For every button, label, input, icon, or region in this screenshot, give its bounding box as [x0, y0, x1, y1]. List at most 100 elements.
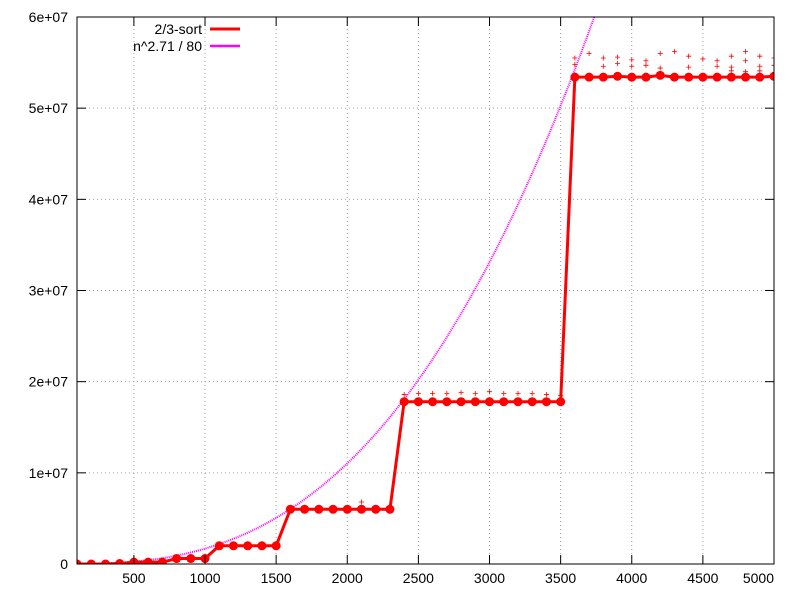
series-fit-curve-layer	[77, 17, 596, 564]
sort-data-point	[527, 397, 537, 407]
sort-data-point	[584, 72, 594, 82]
scatter-point	[728, 68, 734, 74]
x-tick-label: 500	[122, 570, 146, 586]
scatter-point	[543, 391, 549, 397]
y-tick-label: 6e+07	[29, 9, 69, 25]
sort-data-point	[214, 541, 224, 551]
sort-data-point	[157, 557, 167, 564]
scatter-points-layer	[358, 49, 774, 505]
legend: 2/3-sort n^2.71 / 80	[133, 21, 240, 54]
scatter-point	[415, 391, 421, 397]
sort-data-point	[556, 397, 566, 407]
sort-data-point	[442, 397, 452, 407]
scatter-point	[643, 58, 649, 64]
scatter-point	[401, 391, 407, 397]
sort-data-point	[413, 397, 423, 407]
sort-data-point	[385, 504, 395, 514]
sort-data-point	[485, 397, 495, 407]
scatter-point	[358, 499, 364, 505]
sort-data-point	[228, 541, 238, 551]
x-tick-label: 5000	[743, 570, 774, 586]
scatter-point	[700, 56, 706, 62]
sort-data-point	[257, 541, 267, 551]
sort-data-point	[115, 559, 125, 564]
sort-data-point	[541, 397, 551, 407]
sort-data-point	[712, 72, 722, 82]
sort-data-point	[300, 504, 310, 514]
x-tick-label: 3000	[474, 570, 505, 586]
y-tick-label: 0	[60, 556, 68, 572]
sort-data-point	[641, 72, 651, 82]
sort-data-point	[698, 72, 708, 82]
scatter-point	[757, 53, 763, 59]
scatter-point	[444, 391, 450, 397]
x-tick-label: 1500	[261, 570, 292, 586]
scatter-point	[572, 61, 578, 67]
sort-data-point	[499, 397, 509, 407]
y-tick-label: 1e+07	[29, 465, 69, 481]
sort-data-point	[356, 504, 366, 514]
sort-data-point	[399, 397, 409, 407]
sort-data-point	[755, 72, 765, 82]
scatter-point	[728, 53, 734, 59]
sort-data-point	[456, 397, 466, 407]
scatter-point	[472, 391, 478, 397]
sort-data-point	[172, 554, 182, 564]
x-tick-label: 1000	[189, 570, 220, 586]
sort-data-point	[470, 397, 480, 407]
x-tick-label: 4000	[616, 570, 647, 586]
series-sort-layer	[77, 70, 774, 564]
scatter-point	[572, 55, 578, 61]
scatter-point	[671, 49, 677, 55]
fit-curve-line	[77, 17, 596, 564]
scatter-point	[657, 65, 663, 71]
y-tick-label: 5e+07	[29, 100, 69, 116]
scatter-point	[714, 63, 720, 69]
y-tick-label: 4e+07	[29, 191, 69, 207]
scatter-point	[757, 63, 763, 69]
scatter-point	[529, 391, 535, 397]
sort-data-point	[769, 71, 774, 81]
sort-data-point	[143, 557, 153, 564]
sort-data-point	[726, 72, 736, 82]
sort-data-point	[428, 397, 438, 407]
scatter-point	[629, 57, 635, 63]
scatter-point	[714, 58, 720, 64]
sort-data-point	[371, 504, 381, 514]
y-tick-label: 2e+07	[29, 374, 69, 390]
scatter-point	[615, 54, 621, 60]
scatter-point	[615, 60, 621, 66]
sort-data-point	[243, 541, 253, 551]
sort-data-point	[613, 71, 623, 81]
scatter-point	[657, 50, 663, 56]
sort-data-point	[328, 504, 338, 514]
x-tick-label: 4500	[687, 570, 718, 586]
grid-lines	[77, 17, 774, 564]
legend-label-sort: 2/3-sort	[155, 21, 203, 37]
sort-data-point	[669, 72, 679, 82]
sort-data-point	[598, 72, 608, 82]
sort-data-point	[100, 559, 110, 564]
x-tick-label: 2500	[403, 570, 434, 586]
sort-data-point	[77, 559, 82, 564]
sort-data-point	[86, 559, 96, 564]
scatter-point	[586, 50, 592, 56]
scatter-point	[430, 391, 436, 397]
sort-data-point	[186, 554, 196, 564]
scatter-point	[600, 55, 606, 61]
scatter-point	[771, 55, 774, 61]
scatter-point	[487, 389, 493, 395]
scatter-point	[757, 68, 763, 74]
sort-data-point	[655, 70, 665, 80]
scatter-point	[743, 58, 749, 64]
x-tick-label: 2000	[332, 570, 363, 586]
scatter-point	[501, 391, 507, 397]
scatter-point	[686, 53, 692, 59]
sort-series-line	[77, 73, 774, 564]
y-tick-label: 3e+07	[29, 283, 69, 299]
sort-data-point	[314, 504, 324, 514]
sort-data-point	[684, 72, 694, 82]
sort-data-point	[271, 541, 281, 551]
scatter-point	[643, 62, 649, 68]
